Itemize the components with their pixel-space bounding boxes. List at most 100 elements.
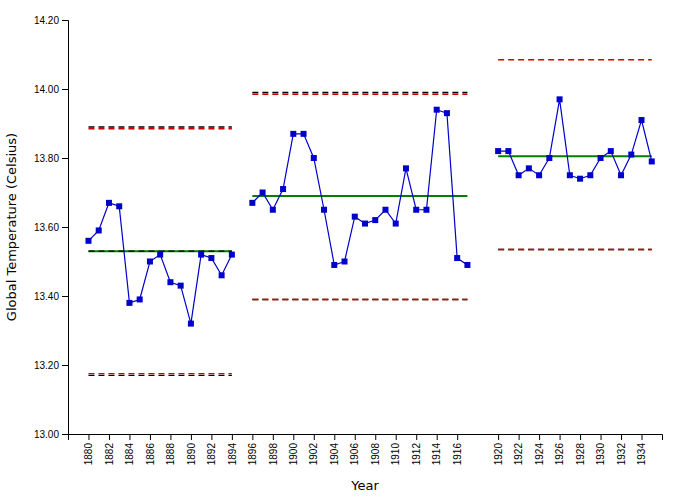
tick: 1896 <box>247 434 258 465</box>
tick-label: 1934 <box>636 443 647 466</box>
tick-mark <box>355 434 356 440</box>
plot-area <box>85 60 654 376</box>
marker <box>178 283 184 289</box>
tick: 1884 <box>124 434 135 465</box>
marker <box>495 148 501 154</box>
tick-mark <box>62 227 68 228</box>
tick: 1926 <box>554 434 565 465</box>
marker <box>403 165 409 171</box>
marker <box>618 172 624 178</box>
marker <box>413 207 419 213</box>
tick-mark <box>621 434 622 440</box>
tick-mark <box>62 89 68 90</box>
tick: 1900 <box>288 434 299 465</box>
tick-mark <box>109 434 110 440</box>
tick: 1932 <box>616 434 627 465</box>
marker <box>321 207 327 213</box>
marker <box>516 172 522 178</box>
tick-label: 13.60 <box>34 222 59 233</box>
reference-lines <box>88 60 651 374</box>
marker <box>557 96 563 102</box>
tick: 1882 <box>104 434 115 465</box>
marker <box>352 214 358 220</box>
marker <box>423 207 429 213</box>
tick-label: 1890 <box>186 443 197 466</box>
reference-line <box>88 128 231 129</box>
marker <box>311 155 317 161</box>
marker <box>536 172 542 178</box>
marker <box>454 255 460 261</box>
tick-mark <box>62 296 68 297</box>
marker <box>85 238 91 244</box>
tick-label: 14.00 <box>34 84 59 95</box>
marker <box>444 110 450 116</box>
reference-line <box>252 93 467 94</box>
tick: 1922 <box>513 434 524 465</box>
marker <box>219 272 225 278</box>
x-axis-title: Year <box>350 478 379 493</box>
tick-mark <box>191 434 192 440</box>
tick: 1934 <box>636 434 647 465</box>
marker <box>464 262 470 268</box>
tick: 1910 <box>390 434 401 465</box>
marker <box>137 296 143 302</box>
marker <box>628 152 634 158</box>
tick-mark <box>580 434 581 440</box>
marker <box>106 200 112 206</box>
marker <box>270 207 276 213</box>
tick-mark <box>642 434 643 440</box>
tick-label: 1930 <box>595 443 606 466</box>
tick-label: 13.20 <box>34 360 59 371</box>
marker <box>372 217 378 223</box>
reference-line <box>88 375 231 376</box>
tick-label: 1898 <box>268 443 279 466</box>
marker <box>157 252 163 258</box>
y-axis: 13.0013.2013.4013.6013.8014.0014.20 <box>34 15 69 440</box>
tick-label: 1912 <box>411 443 422 466</box>
tick-mark <box>211 434 212 440</box>
y-axis-title: Global Temperature (Celsius) <box>4 133 19 321</box>
tick-label: 1926 <box>554 443 565 466</box>
tick-label: 1924 <box>534 443 545 466</box>
reference-line <box>88 126 231 127</box>
marker <box>577 176 583 182</box>
reference-line <box>498 249 652 250</box>
marker <box>639 117 645 123</box>
tick: 1920 <box>493 434 504 465</box>
tick-mark <box>170 434 171 440</box>
marker <box>208 255 214 261</box>
tick-mark <box>519 434 520 440</box>
tick-label: 1894 <box>227 443 238 466</box>
tick-mark <box>375 434 376 440</box>
marker <box>280 186 286 192</box>
tick: 1892 <box>206 434 217 465</box>
tick-mark <box>437 434 438 440</box>
tick-mark <box>498 434 499 440</box>
axis-line <box>62 21 69 435</box>
tick-label: 1886 <box>145 443 156 466</box>
marker <box>587 172 593 178</box>
tick-mark <box>560 434 561 440</box>
tick-label: 1892 <box>206 443 217 466</box>
reference-line <box>252 195 467 197</box>
marker <box>608 148 614 154</box>
marker <box>331 262 337 268</box>
reference-lines <box>88 156 651 251</box>
tick: 1928 <box>575 434 586 465</box>
tick-label: 1896 <box>247 443 258 466</box>
marker <box>342 259 348 265</box>
tick: 1908 <box>370 434 381 465</box>
tick-mark <box>62 158 68 159</box>
tick-label: 1910 <box>390 443 401 466</box>
tick: 1924 <box>534 434 545 465</box>
tick-label: 1906 <box>349 443 360 466</box>
tick-mark <box>396 434 397 440</box>
tick-mark <box>457 434 458 440</box>
reference-line <box>252 92 467 93</box>
tick: 13.40 <box>34 291 68 302</box>
marker <box>116 203 122 209</box>
marker <box>229 252 235 258</box>
tick-mark <box>62 365 68 366</box>
tick-label: 14.20 <box>34 15 59 26</box>
tick-label: 1888 <box>165 443 176 466</box>
